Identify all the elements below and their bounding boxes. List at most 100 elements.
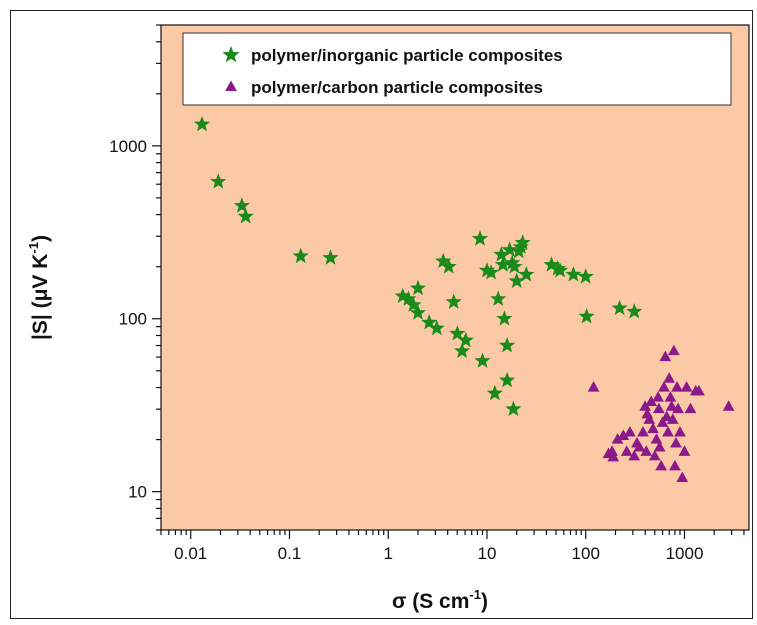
inorganic-data-point: [449, 325, 466, 341]
carbon-data-point: [674, 425, 686, 437]
carbon-data-point: [722, 400, 735, 411]
inorganic-data-point: [578, 308, 595, 324]
y-axis-title-sup: -1: [26, 242, 41, 254]
carbon-data-point: [607, 450, 620, 462]
y-axis-title: |S| (μV K-1): [26, 235, 52, 340]
carbon-data-point: [633, 441, 646, 452]
inorganic-data-point: [508, 272, 525, 288]
carbon-data-point: [680, 381, 693, 392]
carbon-data-point: [656, 416, 669, 427]
inorganic-data-point: [237, 208, 254, 224]
carbon-data-point: [652, 391, 664, 402]
carbon-data-point: [587, 381, 600, 392]
legend: polymer/inorganic particle composites po…: [182, 32, 732, 106]
carbon-data-point: [648, 449, 661, 461]
inorganic-data-point: [505, 400, 522, 416]
inorganic-data-point: [499, 337, 516, 353]
inorganic-data-point: [514, 234, 531, 250]
carbon-data-point: [693, 384, 705, 396]
inorganic-data-point: [486, 384, 503, 401]
inorganic-data-point: [322, 249, 339, 265]
x-axis-title: σ (S cm-1): [392, 587, 488, 613]
carbon-data-point: [658, 381, 670, 392]
carbon-data-point: [639, 400, 652, 411]
legend-star-marker-icon: [222, 46, 240, 63]
carbon-data-point: [671, 381, 683, 392]
carbon-data-point: [664, 391, 677, 402]
inorganic-data-point: [210, 173, 227, 189]
inorganic-data-point: [490, 290, 507, 306]
carbon-data-point: [617, 429, 630, 440]
x-tick-label: 100: [572, 544, 600, 563]
inorganic-data-point: [292, 247, 309, 264]
carbon-data-point: [670, 436, 682, 448]
inorganic-data-point: [518, 266, 535, 282]
legend-triangle-marker-icon: [225, 80, 237, 92]
inorganic-data-point: [493, 246, 510, 262]
x-tick-label: 1000: [666, 544, 704, 563]
x-tick-label: 10: [478, 544, 497, 563]
inorganic-data-point: [474, 352, 491, 368]
inorganic-data-point: [445, 293, 462, 309]
carbon-data-point: [624, 425, 636, 437]
legend-label-inorganic: polymer/inorganic particle composites: [251, 46, 563, 65]
x-tick-label: 0.01: [174, 544, 207, 563]
inorganic-data-point: [471, 230, 489, 246]
inorganic-data-point: [400, 290, 417, 306]
carbon-data-point: [676, 471, 689, 482]
y-axis-title-end: ): [29, 235, 52, 242]
legend-box: [182, 32, 732, 106]
inorganic-data-point: [233, 197, 250, 213]
inorganic-data-point: [552, 262, 569, 278]
inorganic-data-point: [543, 256, 560, 272]
carbon-data-point: [653, 402, 665, 414]
y-tick-label: 100: [119, 310, 147, 329]
inorganic-data-point: [457, 331, 474, 348]
carbon-data-point: [653, 441, 666, 452]
inorganic-data-point: [501, 241, 518, 257]
carbon-data-point: [672, 402, 684, 414]
carbon-data-point: [620, 445, 633, 456]
scatter-chart: 0.01 0.1 1 10 100 1000 10 100 1000 polymer/inorg…: [26, 24, 750, 613]
carbon-data-point: [628, 449, 641, 461]
carbon-data-point: [647, 422, 659, 434]
carbon-data-point: [678, 445, 691, 456]
y-tick-label: 10: [128, 483, 147, 502]
inorganic-data-point: [405, 296, 422, 312]
y-tick-label: 1000: [109, 137, 147, 156]
carbon-data-point: [659, 350, 672, 362]
inorganic-data-point: [565, 266, 582, 282]
inorganic-data-point: [611, 299, 628, 316]
inorganic-data-point: [626, 303, 643, 319]
carbon-data-point: [650, 433, 663, 444]
inorganic-data-point: [421, 314, 438, 330]
y-axis-title-base: |S| (μV K: [29, 254, 52, 340]
figure-frame: 0.01 0.1 1 10 100 1000 10 100 1000 polymer/inorg…: [10, 10, 753, 619]
inorganic-data-point: [435, 252, 452, 269]
carbon-data-point: [611, 433, 624, 444]
inorganic-data-point: [506, 258, 523, 274]
inorganic-data-point: [504, 254, 521, 270]
carbon-data-point: [660, 410, 673, 422]
inorganic-data-point: [483, 264, 500, 280]
carbon-data-point: [666, 413, 679, 424]
inorganic-data-point: [454, 342, 471, 358]
carbon-data-point: [640, 445, 653, 456]
inorganic-data-point: [440, 258, 457, 274]
carbon-data-point: [669, 459, 681, 471]
carbon-data-point: [684, 402, 697, 414]
inorganic-data-point: [193, 115, 211, 132]
inorganic-data-point: [478, 262, 496, 278]
x-axis-title-sup: -1: [469, 587, 481, 602]
inorganic-data-point: [428, 319, 445, 336]
x-tick-label: 0.1: [278, 544, 302, 563]
x-tick-label: 1: [383, 544, 392, 563]
carbon-data-point: [655, 459, 667, 471]
legend-label-carbon: polymer/carbon particle composites: [251, 78, 543, 97]
inorganic-data-point: [409, 304, 426, 320]
carbon-data-point: [637, 425, 649, 437]
plot-area: [160, 24, 750, 531]
inorganic-data-point: [494, 256, 511, 272]
x-axis-title-base: σ (S cm: [392, 590, 469, 613]
carbon-data-point: [643, 413, 656, 424]
